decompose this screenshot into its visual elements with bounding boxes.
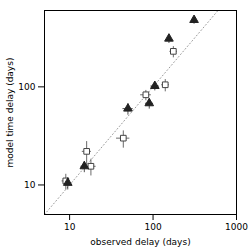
svg-text:observed delay (days): observed delay (days) [90,237,190,247]
svg-text:10: 10 [24,180,36,190]
svg-text:model time delay (days): model time delay (days) [5,58,15,168]
svg-text:100: 100 [144,222,161,232]
svg-text:10: 10 [64,222,76,232]
svg-text:100: 100 [18,82,35,92]
svg-text:1000: 1000 [225,222,248,232]
